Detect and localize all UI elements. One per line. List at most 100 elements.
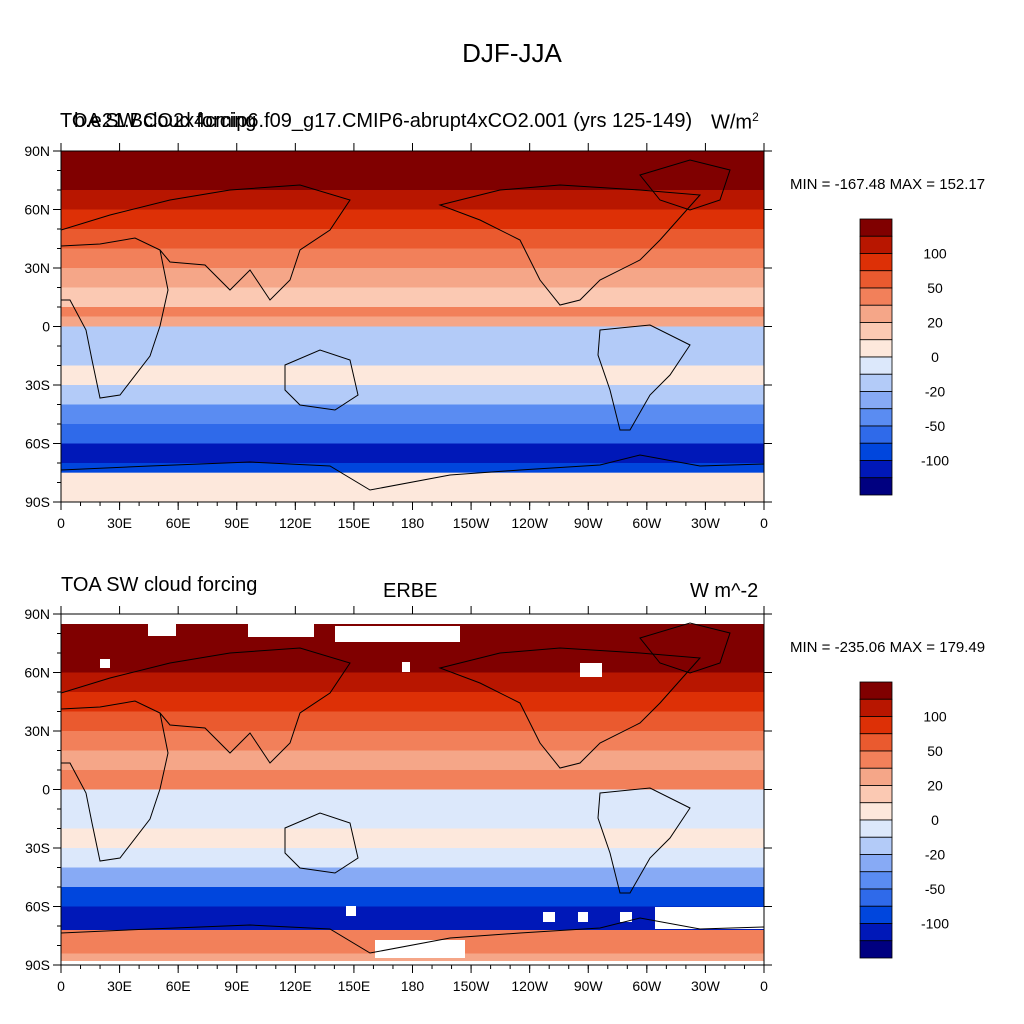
colorbar-bin: [859, 339, 893, 358]
colorbar-label: -20: [925, 384, 945, 400]
panel2-colorbar: 100 50 20 0 -20 -50 -100: [859, 681, 949, 959]
panel2-missing-data: [61, 614, 764, 965]
colorbar-bin: [859, 750, 893, 769]
panel1-units: W/m2: [711, 110, 759, 134]
panel1-coast-greenland: [639, 159, 731, 211]
y-tick-label: 30N: [24, 260, 50, 276]
x-tick-label: 150E: [338, 978, 371, 994]
colorbar-bin: [859, 425, 893, 444]
panel2-missing-patch: [620, 912, 632, 922]
x-tick-label: 180: [401, 515, 425, 531]
panel1-coast-africa: [61, 237, 169, 399]
x-tick-label: 90W: [574, 978, 604, 994]
colorbar-bin: [859, 356, 893, 375]
x-tick-label: 30W: [691, 515, 721, 531]
panel2-coast-greenland: [639, 622, 731, 674]
colorbar-bin: [859, 698, 893, 717]
colorbar-bin: [859, 733, 893, 752]
colorbar-bin: [859, 819, 893, 838]
panel2-map: 0 30E 60E 90E 120E 150E 180 150W 120W 90W 60W 30W 0 …: [24, 606, 772, 994]
x-tick-label: 150E: [338, 515, 371, 531]
y-tick-label: 0: [42, 319, 50, 335]
y-tick-label: 60S: [25, 899, 50, 915]
panel2-coast-antarctica: [61, 917, 764, 954]
panel2-missing-patch: [335, 626, 460, 642]
panel2-missing-patch: [543, 912, 555, 922]
y-tick-label: 30N: [24, 723, 50, 739]
colorbar-bin: [859, 391, 893, 410]
panel1-field: [61, 151, 764, 502]
colorbar-bin: [859, 253, 893, 272]
y-tick-label: 90S: [25, 957, 50, 973]
colorbar-bin: [859, 802, 893, 821]
panel1-coast-australia: [284, 349, 359, 411]
panel1-coast-eurasia: [61, 184, 351, 301]
y-tick-label: 30S: [25, 840, 50, 856]
colorbar-bin: [859, 854, 893, 873]
colorbar-label: -20: [925, 847, 945, 863]
colorbar-label: 50: [927, 280, 943, 296]
colorbar-bin: [859, 442, 893, 461]
colorbar-label: 0: [931, 812, 939, 828]
panel2-title-left: TOA SW cloud forcing: [61, 574, 258, 596]
panel2-coast-samerica: [597, 787, 691, 894]
panel1-coast-antarctica: [61, 454, 764, 491]
colorbar-bin: [859, 218, 893, 237]
colorbar-bin: [859, 304, 893, 323]
panel2-field: [61, 614, 764, 965]
panel1-minmax: MIN = -167.48 MAX = 152.17: [790, 176, 986, 193]
x-tick-label: 60W: [632, 978, 662, 994]
panel1-map: 0 30E 60E 90E 120E 150E 180 150W 120W 90W 60W 30W 0 …: [24, 143, 772, 531]
colorbar-bin: [859, 408, 893, 427]
y-tick-label: 60N: [24, 665, 50, 681]
colorbar-label: 50: [927, 743, 943, 759]
colorbar-label: -100: [921, 453, 949, 469]
y-tick-label: 0: [42, 782, 50, 798]
colorbar-bin: [859, 767, 893, 786]
colorbar-bin: [859, 287, 893, 306]
panel1-colorbar: 100 50 20 0 -20 -50 -100: [859, 218, 949, 496]
colorbar-label: -100: [921, 916, 949, 932]
panel2-coast-africa: [61, 700, 169, 862]
y-tick-label: 90N: [24, 143, 50, 159]
panel2-missing-top-band: [61, 614, 764, 624]
x-tick-label: 0: [760, 978, 768, 994]
colorbar-bin: [859, 322, 893, 341]
x-tick-label: 90E: [224, 978, 249, 994]
panel2-coast-namerica: [438, 647, 702, 769]
panel2-missing-patch: [655, 907, 764, 929]
panel2-missing-patch: [578, 912, 588, 922]
main-title: DJF-JJA: [462, 38, 562, 68]
colorbar-label: -50: [925, 881, 945, 897]
panel2-missing-patch: [248, 624, 314, 637]
colorbar-label: 20: [927, 315, 943, 331]
colorbar-bin: [859, 940, 893, 959]
x-tick-label: 60E: [166, 515, 191, 531]
panel1-coastlines: [61, 159, 764, 491]
x-tick-label: 0: [57, 978, 65, 994]
x-tick-label: 0: [57, 515, 65, 531]
panel2-missing-patch: [402, 662, 410, 672]
colorbar-bin: [859, 716, 893, 735]
x-tick-label: 90W: [574, 515, 604, 531]
colorbar-bin: [859, 477, 893, 496]
panel2-x-axis: 0 30E 60E 90E 120E 150E 180 150W 120W 90W 60W 30W 0: [57, 606, 768, 994]
y-tick-label: 30S: [25, 377, 50, 393]
y-tick-label: 90N: [24, 606, 50, 622]
panel2-y-axis: 90N 60N 30N 0 30S 60S 90S: [24, 606, 772, 973]
panel2-missing-patch: [580, 663, 602, 677]
panel2-coastlines: [61, 622, 764, 954]
x-tick-label: 120E: [279, 978, 312, 994]
panel2-missing-bottom-band: [61, 961, 764, 965]
colorbar-bin: [859, 681, 893, 700]
colorbar-bin: [859, 373, 893, 392]
x-tick-label: 150W: [453, 978, 490, 994]
panel2-units: W m^-2: [690, 580, 759, 602]
panel1-y-axis: 90N 60N 30N 0 30S 60S 90S: [24, 143, 772, 510]
colorbar-bin: [859, 836, 893, 855]
x-tick-label: 150W: [453, 515, 490, 531]
x-tick-label: 30W: [691, 978, 721, 994]
y-tick-label: 90S: [25, 494, 50, 510]
colorbar-bin: [859, 888, 893, 907]
